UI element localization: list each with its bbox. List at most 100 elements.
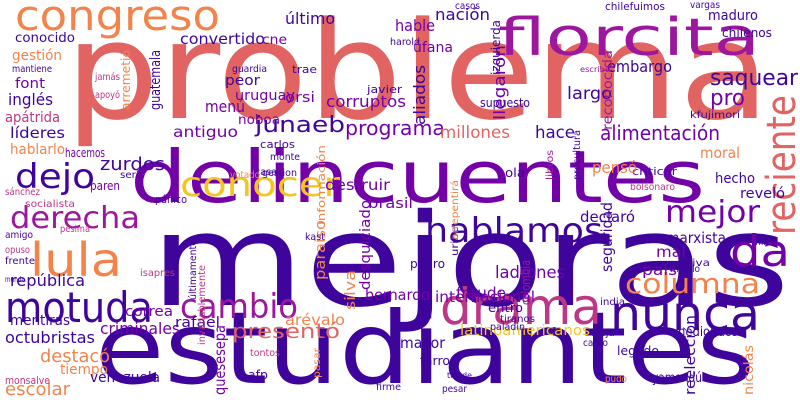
word: gestion (262, 168, 297, 179)
word: pánico (155, 193, 187, 206)
word: apoyó (95, 89, 120, 101)
word: últimamente (187, 240, 199, 300)
word: paren (90, 179, 120, 193)
word: entro (488, 301, 523, 315)
word: libros (545, 150, 556, 180)
word: conocido (15, 31, 75, 46)
word: gestión (12, 48, 62, 64)
word: arremetió (119, 50, 133, 110)
word: tiranos (500, 314, 535, 325)
word: reelección (683, 315, 699, 395)
word: jamás (94, 71, 120, 83)
word: sánchez (5, 186, 40, 198)
word: firme (376, 382, 401, 393)
word: cargo (583, 338, 608, 349)
word: isapres (140, 268, 175, 279)
word: font (15, 76, 46, 92)
word: ola (505, 166, 525, 180)
word: zurdos (100, 154, 165, 175)
word: hablarlo (10, 142, 65, 158)
word: nicolás (742, 345, 757, 395)
word: dejo (15, 157, 95, 197)
word: amigo (5, 230, 33, 241)
word: trae (292, 63, 317, 76)
word: inglés (8, 90, 53, 109)
word: líderes (10, 124, 65, 142)
word: afp (248, 368, 268, 382)
word: octubristas (5, 328, 95, 347)
word: monsalve (5, 374, 50, 387)
word: mejoras (150, 187, 790, 336)
word: bolsonaro (630, 182, 675, 193)
word: mal (656, 243, 686, 261)
word: carlos (260, 138, 295, 151)
word: millones (440, 123, 510, 143)
word: problema (65, 0, 770, 150)
word: presentó (232, 319, 340, 343)
word: pedro (410, 257, 445, 271)
word: brasil (368, 196, 413, 212)
word: invariablemente (197, 265, 208, 345)
word: pesima (60, 224, 90, 235)
word: silva (343, 270, 359, 310)
word: marxista (666, 229, 726, 247)
word: reciente (759, 95, 800, 235)
word: conocer (180, 165, 340, 205)
word: vargas (690, 0, 720, 11)
word: peor (225, 73, 260, 89)
word: nación (435, 5, 490, 24)
word: legado (617, 344, 659, 358)
word: casa (255, 167, 277, 178)
word: país (642, 261, 677, 279)
word: embargo (607, 57, 672, 76)
word: india (600, 297, 625, 308)
word: motuda (5, 283, 153, 332)
word: mentiras (10, 313, 70, 329)
word: supuesto (480, 96, 530, 110)
word: paladin (490, 322, 525, 333)
word: programa (345, 116, 445, 140)
word: chilenos (722, 26, 772, 40)
word: apátrida (5, 110, 60, 126)
word: criminales (100, 319, 180, 338)
word: tarro (420, 354, 450, 368)
word: florcita (498, 8, 760, 68)
word: largo (567, 84, 612, 104)
word: reveló (740, 186, 785, 202)
word: vieja (590, 328, 615, 339)
word: tiempo (60, 362, 108, 378)
word: casos (455, 1, 480, 12)
word: colombia (519, 260, 533, 305)
word: mantiene (12, 64, 52, 75)
word: monte (270, 152, 300, 163)
word: nunca (610, 286, 760, 342)
word: javier (366, 83, 403, 96)
word: derecha (10, 201, 140, 236)
word: internacional (435, 288, 535, 306)
word: declaró (580, 208, 635, 226)
word: cambio (180, 287, 298, 327)
word: pesar (442, 384, 468, 395)
word: socialista (25, 199, 75, 210)
word: tontos (250, 348, 280, 359)
word: hediondos (678, 325, 738, 340)
word: delincuentes (130, 135, 705, 219)
word: último (285, 9, 335, 28)
word: lula (30, 233, 122, 287)
word: kfujimori (690, 110, 740, 121)
word: guatemala (148, 50, 164, 110)
word: mayor (400, 334, 446, 352)
word: serio (120, 170, 145, 181)
word: arrepentirá (449, 180, 461, 240)
word: escribe (580, 65, 610, 74)
word: reconocida (601, 50, 616, 130)
word: escolar (5, 379, 71, 400)
word: antiguo (173, 123, 238, 141)
word: corruptos (326, 92, 406, 111)
word: criticar (632, 165, 678, 178)
word: opuso (5, 245, 30, 256)
word: estudiantes (95, 290, 755, 400)
word: procultura (572, 130, 583, 180)
word: viva (685, 258, 710, 269)
word: hecho (715, 171, 755, 187)
